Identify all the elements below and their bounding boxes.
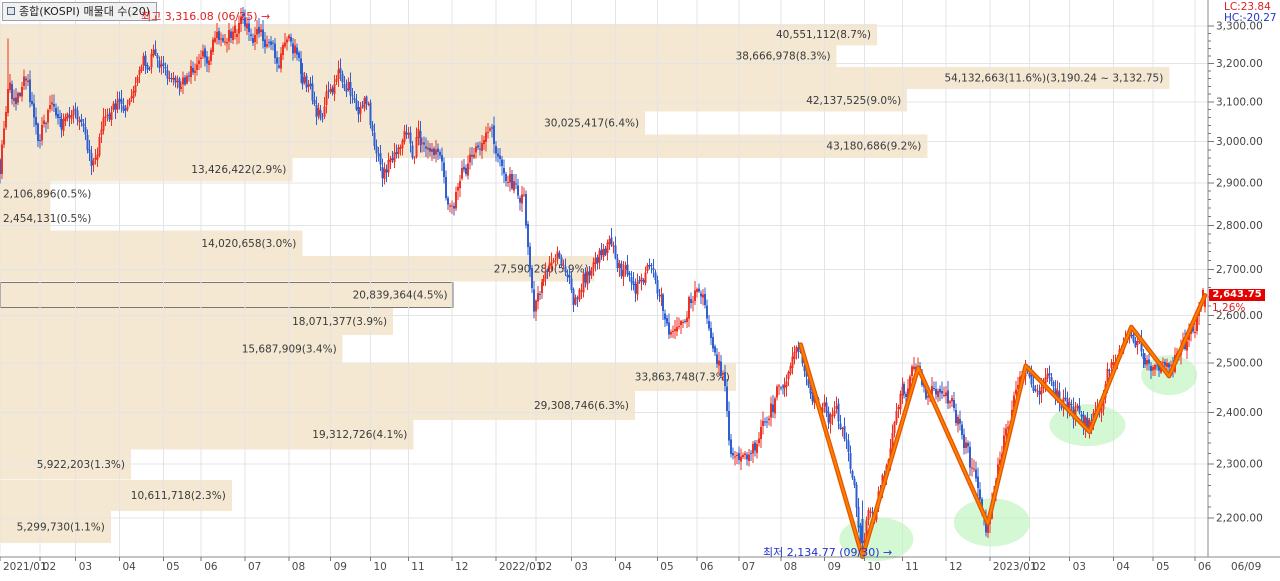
high-annotation: 최고 3,316.08 (06/25) → — [141, 10, 271, 23]
svg-text:08: 08 — [292, 561, 305, 573]
svg-text:03: 03 — [79, 561, 92, 573]
svg-text:42,137,525(9.0%): 42,137,525(9.0%) — [806, 95, 901, 107]
legend-title: 종합(KOSPI) 매물대 수(20) — [19, 5, 151, 18]
svg-text:2,700.00: 2,700.00 — [1216, 264, 1263, 276]
svg-text:2,106,896(0.5%): 2,106,896(0.5%) — [3, 188, 91, 200]
svg-text:13,426,422(2.9%): 13,426,422(2.9%) — [191, 164, 286, 176]
svg-text:02: 02 — [539, 561, 552, 573]
svg-text:03: 03 — [1073, 561, 1086, 573]
svg-text:06: 06 — [204, 561, 218, 573]
svg-text:3,200.00: 3,200.00 — [1216, 58, 1263, 70]
svg-text:2022/01: 2022/01 — [499, 561, 543, 573]
svg-text:54,132,663(11.6%)(3,190.24 ~ 3: 54,132,663(11.6%)(3,190.24 ~ 3,132.75) — [944, 73, 1163, 85]
svg-text:18,071,377(3.9%): 18,071,377(3.9%) — [292, 316, 387, 328]
svg-text:04: 04 — [1116, 561, 1130, 573]
svg-text:2,300.00: 2,300.00 — [1216, 459, 1263, 471]
svg-text:07: 07 — [248, 561, 261, 573]
lc-stat: LC:23.84 — [1224, 1, 1271, 13]
current-price-badge: 2,643.75 — [1209, 289, 1265, 301]
svg-text:04: 04 — [618, 561, 632, 573]
svg-text:2,400.00: 2,400.00 — [1216, 407, 1263, 419]
svg-text:2023/01: 2023/01 — [993, 561, 1037, 573]
svg-text:29,308,746(6.3%): 29,308,746(6.3%) — [534, 400, 629, 412]
current-change-label: 1.26% — [1212, 302, 1246, 314]
grid — [0, 0, 1208, 557]
svg-text:5,299,730(1.1%): 5,299,730(1.1%) — [17, 521, 105, 533]
svg-text:05: 05 — [166, 561, 179, 573]
svg-text:10: 10 — [867, 561, 880, 573]
svg-text:2,900.00: 2,900.00 — [1216, 177, 1263, 189]
svg-text:40,551,112(8.7%): 40,551,112(8.7%) — [776, 29, 871, 41]
svg-text:06: 06 — [1198, 561, 1212, 573]
svg-text:04: 04 — [123, 561, 137, 573]
svg-text:19,312,726(4.1%): 19,312,726(4.1%) — [312, 429, 407, 441]
svg-text:12: 12 — [455, 561, 468, 573]
svg-text:30,025,417(6.4%): 30,025,417(6.4%) — [544, 118, 639, 130]
svg-text:38,666,978(8.3%): 38,666,978(8.3%) — [736, 51, 831, 63]
svg-text:3,000.00: 3,000.00 — [1216, 136, 1263, 148]
svg-text:15,687,909(3.4%): 15,687,909(3.4%) — [242, 343, 337, 355]
svg-text:2,600.00: 2,600.00 — [1216, 310, 1263, 322]
svg-text:27,590,280(5.9%): 27,590,280(5.9%) — [494, 263, 589, 275]
svg-text:2,800.00: 2,800.00 — [1216, 220, 1263, 232]
svg-text:43,180,686(9.2%): 43,180,686(9.2%) — [826, 141, 921, 153]
svg-text:09: 09 — [334, 561, 347, 573]
indicator-legend[interactable]: 종합(KOSPI) 매물대 수(20) — [2, 2, 158, 21]
svg-text:02: 02 — [43, 561, 56, 573]
candles — [0, 7, 1206, 555]
trend-line — [798, 293, 1208, 559]
volume-profile-labels: 40,551,112(8.7%) 38,666,978(8.3%) 54,132,6… — [3, 29, 1163, 533]
svg-text:12: 12 — [949, 561, 962, 573]
svg-text:09: 09 — [828, 561, 841, 573]
svg-text:2,454,131(0.5%): 2,454,131(0.5%) — [3, 213, 91, 225]
svg-text:3,300.00: 3,300.00 — [1216, 21, 1263, 33]
svg-text:10: 10 — [374, 561, 387, 573]
svg-text:06: 06 — [700, 561, 714, 573]
svg-text:20,839,364(4.5%): 20,839,364(4.5%) — [353, 290, 448, 302]
legend-square-icon — [7, 7, 15, 15]
svg-text:08: 08 — [784, 561, 797, 573]
svg-text:11: 11 — [905, 561, 918, 573]
svg-text:02: 02 — [1033, 561, 1046, 573]
svg-text:2,500.00: 2,500.00 — [1216, 357, 1263, 369]
svg-text:33,863,748(7.3%): 33,863,748(7.3%) — [635, 371, 730, 383]
hc-stat: HC:-20.27 — [1224, 12, 1277, 24]
svg-text:05: 05 — [660, 561, 673, 573]
svg-text:05: 05 — [1156, 561, 1169, 573]
svg-text:5,922,203(1.3%): 5,922,203(1.3%) — [37, 459, 125, 471]
svg-text:06/09: 06/09 — [1231, 561, 1261, 573]
svg-text:10,611,718(2.3%): 10,611,718(2.3%) — [131, 490, 226, 502]
svg-text:14,020,658(3.0%): 14,020,658(3.0%) — [201, 238, 296, 250]
svg-text:07: 07 — [742, 561, 755, 573]
svg-text:2021/01: 2021/01 — [3, 561, 47, 573]
svg-text:3,100.00: 3,100.00 — [1216, 96, 1263, 108]
svg-text:03: 03 — [575, 561, 588, 573]
low-annotation: 최저 2,134.77 (09/30) → — [763, 546, 893, 559]
svg-text:11: 11 — [411, 561, 424, 573]
svg-text:2,200.00: 2,200.00 — [1216, 513, 1263, 525]
